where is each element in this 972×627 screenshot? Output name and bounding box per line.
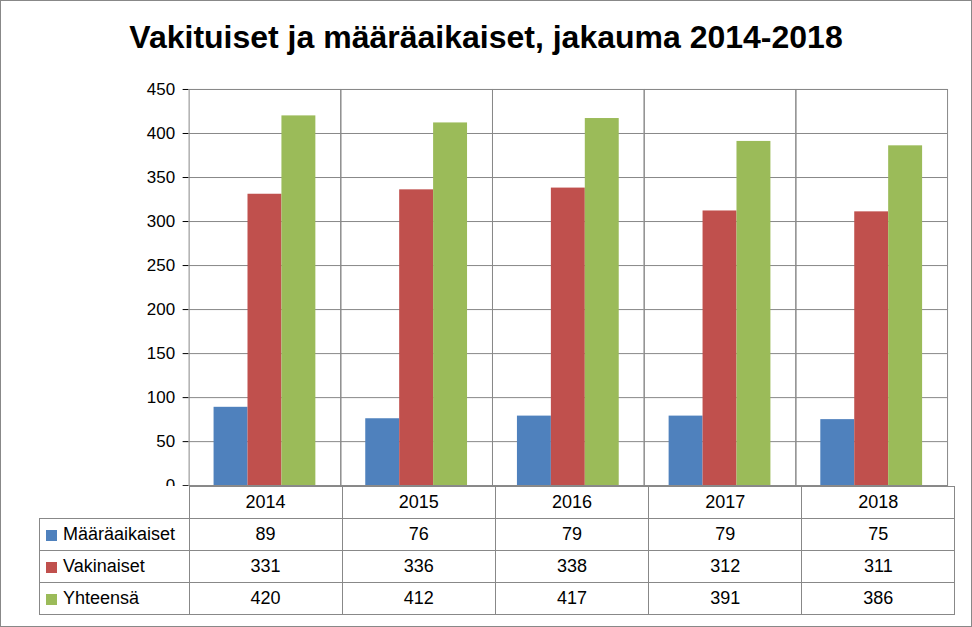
svg-text:350: 350 — [147, 168, 175, 187]
html-text:79: 79 — [562, 524, 582, 544]
svg-text:0: 0 — [166, 476, 175, 486]
svg-text:50: 50 — [156, 432, 175, 451]
html-text:312: 312 — [710, 556, 741, 576]
html-text:336: 336 — [403, 556, 434, 576]
svg-text:200: 200 — [147, 300, 175, 319]
html-text:Vakituiset ja määräaikaiset, j: Vakituiset ja määräaikaiset, jakauma 201… — [129, 19, 843, 55]
html-text:76: 76 — [408, 524, 429, 544]
svg-text:100: 100 — [147, 388, 175, 407]
html-text:Määräaikaiset: Määräaikaiset — [63, 524, 176, 544]
html-text:2017: 2017 — [705, 492, 746, 512]
html-text:412: 412 — [403, 588, 434, 608]
html-text:Vakinaiset: Vakinaiset — [63, 556, 145, 576]
html-text:2018: 2018 — [858, 492, 899, 512]
html-text:338: 338 — [556, 556, 587, 576]
html-text:420: 420 — [250, 588, 281, 608]
svg-text:400: 400 — [147, 124, 175, 143]
html-text:79: 79 — [715, 524, 736, 544]
html-text:2015: 2015 — [398, 492, 439, 512]
html-text:89: 89 — [255, 524, 276, 544]
html-text:311: 311 — [864, 556, 893, 576]
svg-text:300: 300 — [147, 212, 175, 231]
html-text:Yhteensä: Yhteensä — [63, 588, 140, 608]
html-text:2016: 2016 — [551, 492, 592, 512]
html-text:75: 75 — [868, 524, 889, 544]
svg-text:150: 150 — [147, 344, 175, 363]
html-text:417: 417 — [556, 588, 587, 608]
svg-text:250: 250 — [147, 256, 175, 275]
html-text:386: 386 — [863, 588, 894, 608]
html-text:331: 331 — [250, 556, 281, 576]
html-text:2014: 2014 — [245, 492, 286, 512]
html-text:391: 391 — [710, 588, 741, 608]
svg-text:450: 450 — [147, 80, 175, 99]
